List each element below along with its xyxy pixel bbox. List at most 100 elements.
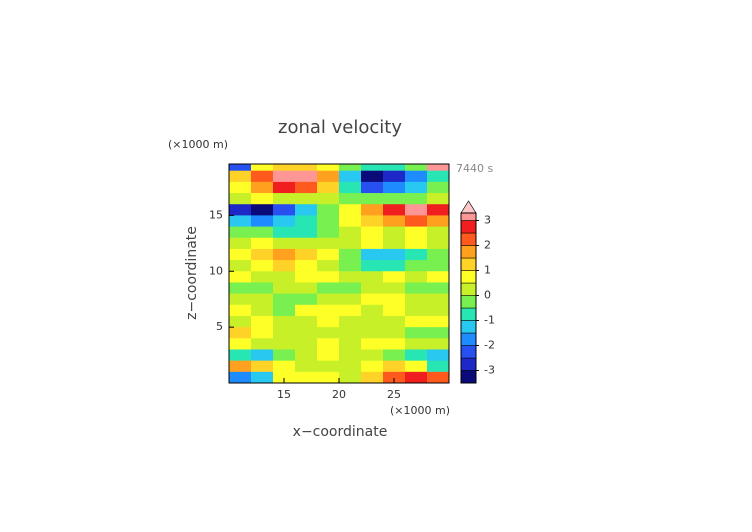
field-cell	[317, 349, 340, 362]
field-cell	[361, 271, 384, 283]
field-cell	[295, 193, 318, 205]
field-cell	[427, 327, 449, 339]
colorbar-tick-label: -2	[484, 339, 495, 352]
field-cell	[427, 170, 449, 183]
field-cell	[273, 327, 296, 339]
field-cell	[251, 204, 274, 216]
colorbar-tick-label: 0	[484, 289, 491, 302]
field-cell	[317, 215, 340, 228]
field-cell	[317, 260, 340, 272]
field-cell	[383, 282, 406, 295]
x-axis-label: x−coordinate	[293, 424, 388, 440]
x-unit: (×1000 m)	[390, 404, 450, 417]
colorbar-bin	[460, 220, 477, 234]
field-cell	[405, 304, 428, 317]
field-cell	[339, 181, 362, 194]
field-cell	[295, 338, 318, 350]
field-cell	[361, 215, 384, 228]
field-cell	[339, 304, 362, 317]
time-label: 7440 s	[456, 162, 493, 175]
field-cell	[317, 327, 340, 339]
field-cell	[295, 282, 318, 295]
field-cell	[383, 304, 406, 317]
field-cell	[295, 271, 318, 283]
field-cell	[273, 260, 296, 272]
field-cell	[339, 338, 362, 350]
field-cell	[295, 170, 318, 183]
field-cell	[229, 360, 252, 373]
field-cell	[361, 181, 384, 194]
colorbar-tick-label: 3	[484, 214, 491, 227]
field-cell	[251, 237, 274, 250]
field-cell	[361, 248, 384, 261]
field-cell	[251, 315, 274, 328]
field-cell	[339, 271, 362, 283]
field-cell	[273, 360, 296, 373]
field-cell	[273, 304, 296, 317]
field-cell	[383, 193, 406, 205]
colorbar-bin	[460, 320, 477, 334]
field-cell	[339, 204, 362, 216]
field-cell	[317, 304, 340, 317]
field-cell	[427, 260, 449, 272]
field-cell	[361, 304, 384, 317]
field-cell	[383, 293, 406, 306]
field-cell	[317, 193, 340, 205]
colorbar-frame	[460, 212, 477, 384]
field-cell	[427, 371, 449, 383]
y-unit: (×1000 m)	[168, 138, 228, 151]
field-cell	[295, 215, 318, 228]
field-cell	[295, 349, 318, 362]
field-cell	[427, 349, 449, 362]
field-cell	[339, 282, 362, 295]
y-tick-label: 10	[209, 264, 223, 277]
colorbar-bin	[460, 212, 477, 221]
field-cell	[317, 226, 340, 239]
field-cell	[405, 170, 428, 183]
field-cell	[383, 170, 406, 183]
contour-field	[229, 164, 449, 383]
field-cell	[339, 260, 362, 272]
colorbar-bin	[460, 332, 477, 346]
field-cell	[361, 170, 384, 183]
field-cell	[427, 304, 449, 317]
field-cell	[427, 204, 449, 216]
field-cell	[361, 349, 384, 362]
field-cell	[427, 248, 449, 261]
field-cell	[361, 282, 384, 295]
field-cell	[295, 327, 318, 339]
field-cell	[251, 260, 274, 272]
field-cell	[427, 164, 449, 172]
field-cell	[427, 237, 449, 250]
field-cell	[229, 282, 252, 295]
field-cell	[295, 293, 318, 306]
field-cell	[383, 204, 406, 216]
field-cell	[361, 293, 384, 306]
field-cell	[383, 260, 406, 272]
field-cell	[251, 371, 274, 383]
field-cell	[405, 282, 428, 295]
field-cell	[251, 193, 274, 205]
field-cell	[339, 164, 362, 172]
field-cell	[229, 293, 252, 306]
field-cell	[251, 215, 274, 228]
field-cell	[383, 371, 406, 383]
field-cell	[383, 181, 406, 194]
colorbar-bin	[460, 370, 477, 384]
x-tick-label: 25	[387, 388, 401, 401]
field-cell	[251, 271, 274, 283]
field-cell	[273, 237, 296, 250]
field-cell	[273, 293, 296, 306]
field-cell	[295, 260, 318, 272]
field-cell	[383, 215, 406, 228]
field-cell	[317, 282, 340, 295]
field-cell	[273, 282, 296, 295]
field-cell	[405, 164, 428, 172]
field-cell	[317, 293, 340, 306]
field-cell	[251, 170, 274, 183]
field-cell	[251, 164, 274, 172]
field-cell	[361, 204, 384, 216]
field-cell	[317, 181, 340, 194]
field-cell	[317, 204, 340, 216]
